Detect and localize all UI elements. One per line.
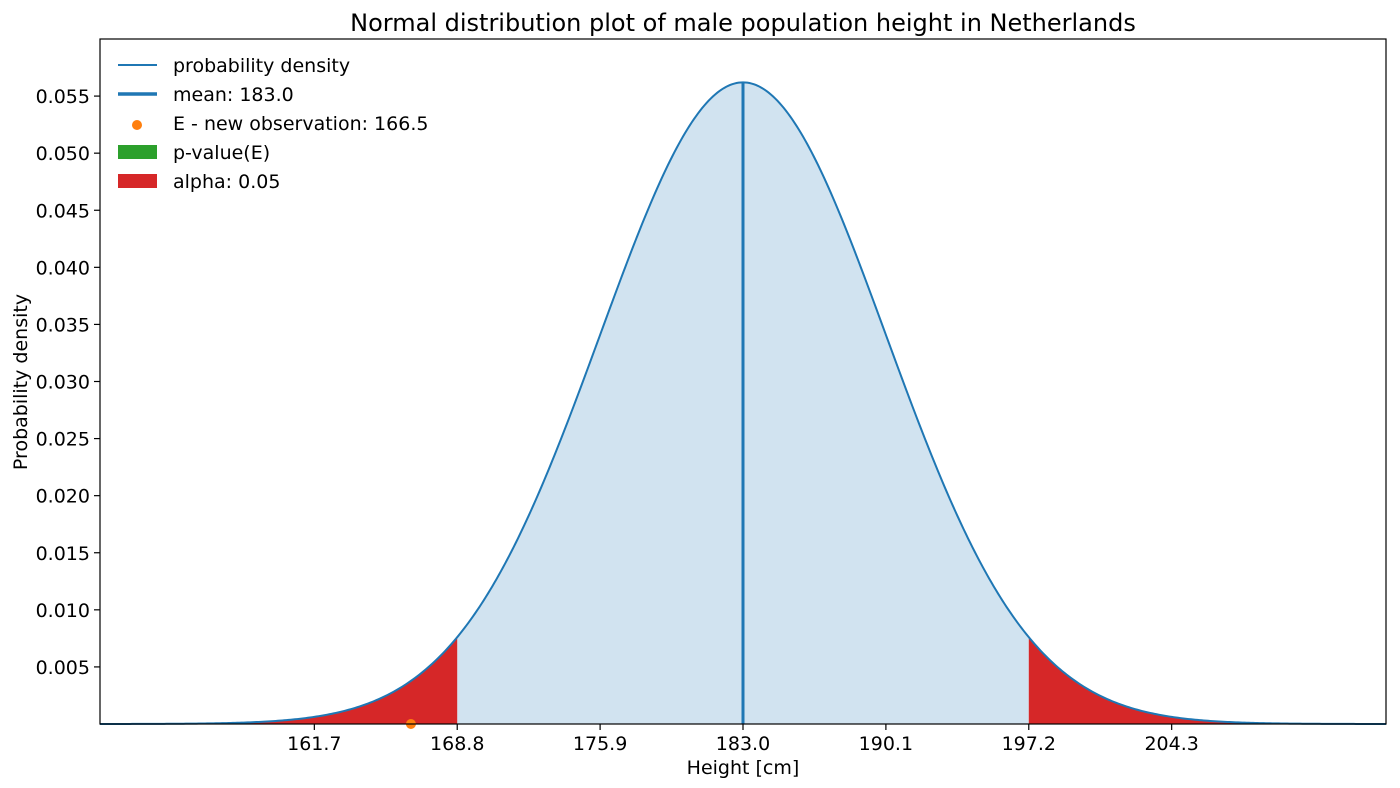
alpha-region-left (100, 637, 458, 724)
y-tick-label: 0.045 (36, 200, 90, 222)
legend-dot-swatch (132, 120, 142, 130)
legend-label: probability density (173, 55, 350, 77)
y-tick-label: 0.055 (36, 86, 90, 108)
y-tick-label: 0.005 (36, 657, 90, 679)
chart-title: Normal distribution plot of male populat… (350, 9, 1136, 37)
y-axis-ticks: 0.005 0.010 0.015 0.020 0.025 0.030 0.035 0.040… (36, 86, 100, 679)
y-tick-label: 0.035 (36, 314, 90, 336)
legend-label: mean: 183.0 (173, 84, 294, 106)
x-tick-label: 204.3 (1144, 733, 1198, 755)
legend-label: p-value(E) (173, 142, 270, 164)
legend-label: alpha: 0.05 (173, 171, 280, 193)
legend-patch-swatch (118, 174, 157, 188)
x-tick-label: 175.9 (573, 733, 627, 755)
legend-patch-swatch (118, 145, 157, 159)
x-tick-label: 190.1 (859, 733, 913, 755)
x-tick-label: 197.2 (1002, 733, 1056, 755)
y-tick-label: 0.025 (36, 429, 90, 451)
x-tick-label: 168.8 (430, 733, 484, 755)
x-axis-ticks: 161.7 168.8 175.9 183.0 190.1 197.2 204.3 (287, 724, 1199, 755)
alpha-region-right (1028, 637, 1386, 724)
legend-item: alpha: 0.05 (118, 171, 280, 193)
y-tick-label: 0.020 (36, 486, 90, 508)
x-tick-label: 161.7 (287, 733, 341, 755)
legend-label: E - new observation: 166.5 (173, 113, 428, 135)
y-tick-label: 0.015 (36, 543, 90, 565)
legend-item: p-value(E) (118, 142, 270, 164)
x-axis-title: Height [cm] (687, 757, 800, 779)
y-tick-label: 0.050 (36, 143, 90, 165)
legend-item: probability density (118, 55, 350, 77)
plot-area (99, 38, 1387, 729)
legend-item: mean: 183.0 (118, 84, 294, 106)
y-tick-label: 0.010 (36, 600, 90, 622)
legend-item: E - new observation: 166.5 (132, 113, 428, 135)
x-tick-label: 183.0 (716, 733, 770, 755)
density-curve (100, 81, 1386, 725)
legend: probability density mean: 183.0 E - new ob… (118, 55, 428, 193)
y-axis-title: Probability density (10, 294, 32, 470)
y-tick-label: 0.030 (36, 372, 90, 394)
y-tick-label: 0.040 (36, 257, 90, 279)
